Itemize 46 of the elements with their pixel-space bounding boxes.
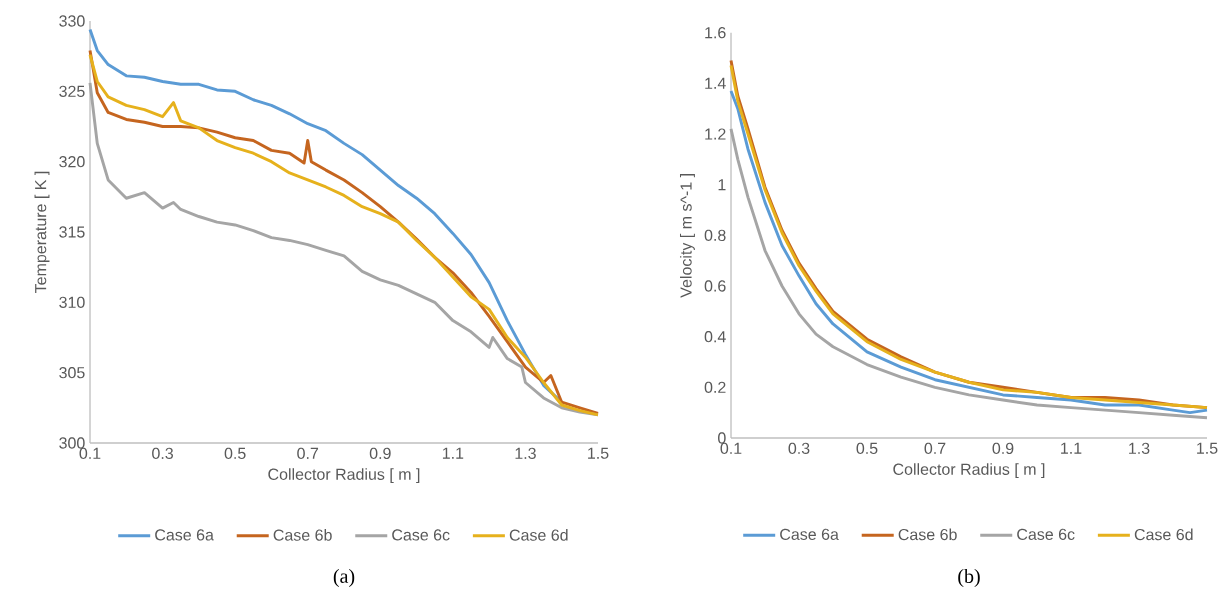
legend-label: Case 6d [1134, 528, 1193, 541]
x-tick-label: 0.1 [79, 447, 101, 460]
text: (a) [333, 568, 355, 588]
legend-label: Case 6d [509, 529, 568, 541]
y-tick-label: 300 [59, 437, 85, 449]
x-tick-label: 1.3 [515, 447, 536, 460]
y-tick-label: 330 [59, 15, 85, 27]
x-tick-label: 1.3 [1129, 442, 1150, 455]
x-tick-label: 0.3 [788, 442, 810, 455]
legend-label: Case 6a [155, 529, 214, 541]
y-tick-label: 315 [59, 226, 85, 238]
y-tick-label: 0.2 [704, 381, 726, 393]
x-tick-label: 0.3 [152, 447, 173, 460]
y-tick-label: 1.6 [705, 27, 726, 39]
y-tick-label: 310 [59, 296, 85, 308]
x-tick-label: 1.5 [588, 447, 609, 459]
x-tick-label: 1.1 [442, 447, 464, 459]
y-tick-label: 0.8 [704, 229, 726, 241]
x-tick-label: 0.7 [924, 442, 946, 455]
x-tick-label: 0.9 [992, 442, 1014, 455]
legend-label: Case 6c [392, 529, 450, 541]
y-tick-label: 0.4 [704, 331, 726, 343]
x-tick-label: 0.1 [720, 442, 742, 455]
y-tick-label: 0.6 [704, 280, 726, 292]
x-tick-label: 0.7 [297, 447, 319, 460]
legend-label: Case 6c [1017, 528, 1075, 540]
y-tick-label: 0 [718, 432, 726, 444]
y-tick-label: 1.4 [705, 77, 726, 89]
x-axis-title: Collector Radius [ m ] [268, 468, 420, 484]
x-tick-label: 0.9 [369, 447, 391, 460]
x-tick-label: 0.5 [224, 447, 246, 460]
y-tick-label: 320 [59, 156, 85, 168]
y-tick-label: 1 [718, 179, 726, 191]
y-tick-label: 305 [59, 367, 85, 379]
y-axis-title: Velocity [ m s^-1 ] [679, 174, 695, 298]
y-tick-label: 1.2 [705, 128, 726, 140]
y-axis-title: Temperature [ K ] [34, 171, 50, 293]
x-tick-label: 0.5 [856, 442, 878, 455]
legend-label: Case 6b [898, 528, 957, 541]
legend-label: Case 6a [780, 528, 839, 540]
x-axis-title: Collector Radius [ m ] [893, 463, 1045, 479]
legend-label: Case 6b [273, 529, 332, 541]
x-tick-label: 1.1 [1061, 442, 1082, 454]
text: (b) [958, 568, 980, 588]
x-tick-label: 1.5 [1197, 442, 1218, 454]
y-tick-label: 325 [59, 85, 85, 97]
